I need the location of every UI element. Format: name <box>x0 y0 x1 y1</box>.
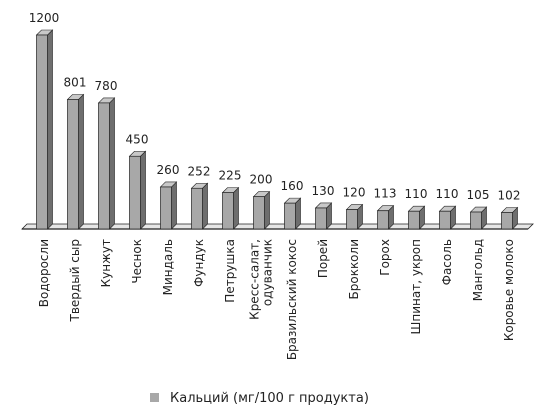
tick-label: Бразильский кокос <box>285 239 299 360</box>
tick-label: Водоросли <box>37 239 51 307</box>
tick-label: Твердый сыр <box>68 239 82 322</box>
bar-side <box>140 150 146 230</box>
data-label: 113 <box>374 187 397 201</box>
bar-side <box>47 29 53 230</box>
bar <box>97 97 116 230</box>
tick-label: Петрушка <box>223 239 237 303</box>
bar-front <box>408 210 420 230</box>
bar-side <box>109 97 115 230</box>
bar-front <box>346 209 358 230</box>
bar-front <box>67 99 79 230</box>
bar-front <box>315 207 327 230</box>
data-label: 105 <box>467 188 490 202</box>
bar-front <box>222 192 234 230</box>
bar <box>221 186 240 230</box>
tick-label: Шпинат, укроп <box>409 239 423 334</box>
data-label: 110 <box>436 187 459 201</box>
legend-swatch <box>150 393 159 402</box>
bar-front <box>160 186 172 230</box>
bar <box>407 205 426 230</box>
data-label: 801 <box>64 76 87 90</box>
bar <box>345 203 364 230</box>
legend-label: Кальций (мг/100 г продукта) <box>170 391 369 406</box>
bar-side <box>202 182 208 230</box>
tick-label: Чеснок <box>130 239 144 284</box>
bar-side <box>171 181 177 230</box>
bar <box>128 150 147 230</box>
bar-front <box>98 102 110 230</box>
bar <box>438 205 457 230</box>
data-label: 130 <box>312 184 335 198</box>
bar <box>190 182 209 230</box>
data-label: 160 <box>281 179 304 193</box>
data-label: 225 <box>219 169 242 183</box>
data-label: 780 <box>95 79 118 93</box>
bar <box>469 206 488 230</box>
data-label: 110 <box>405 187 428 201</box>
data-label: 260 <box>157 163 180 177</box>
bar-front <box>129 155 141 230</box>
bar-front <box>284 202 296 230</box>
bar-front <box>191 187 203 230</box>
bar <box>500 206 519 230</box>
bar-side <box>78 93 84 230</box>
value-labels-group: 1200 801 780 450 260 252 225 200 160 130 120 113 110… <box>29 11 521 203</box>
bar-front <box>36 34 48 230</box>
tick-label: Мангольд <box>471 239 485 301</box>
tick-label: Порей <box>316 239 330 278</box>
data-label: 200 <box>250 173 273 187</box>
bar-front <box>439 210 451 230</box>
tick-label: Миндаль <box>161 239 175 295</box>
bar <box>252 190 271 230</box>
data-label: 120 <box>343 186 366 200</box>
data-label: 252 <box>188 164 211 178</box>
bar-front <box>501 212 513 230</box>
data-label: 450 <box>126 132 149 146</box>
bar-front <box>470 211 482 230</box>
data-label: 102 <box>498 189 521 203</box>
bar-side <box>264 190 270 230</box>
bars-group <box>35 29 519 230</box>
category-labels-group: Водоросли Твердый сыр Кунжут Чеснок Миндаль Ф… <box>37 239 516 360</box>
tick-label: Фасоль <box>440 239 454 285</box>
tick-label: Горох <box>378 239 392 276</box>
bar <box>283 197 302 230</box>
bar <box>314 202 333 230</box>
bar-front <box>253 196 265 230</box>
data-label: 1200 <box>29 11 60 25</box>
tick-label: Коровье молоко <box>502 239 516 341</box>
tick-label: Кунжут <box>99 239 113 287</box>
tick-label: Кресс-салат,одуванчик <box>248 239 275 320</box>
bar <box>376 205 395 230</box>
bar-front <box>377 210 389 230</box>
bar <box>159 181 178 230</box>
tick-label: Фундук <box>192 239 206 287</box>
tick-label: Брокколи <box>347 239 361 300</box>
bar <box>35 29 54 230</box>
bar-side <box>233 186 239 230</box>
bar <box>66 93 85 230</box>
legend: Кальций (мг/100 г продукта) <box>150 391 369 406</box>
